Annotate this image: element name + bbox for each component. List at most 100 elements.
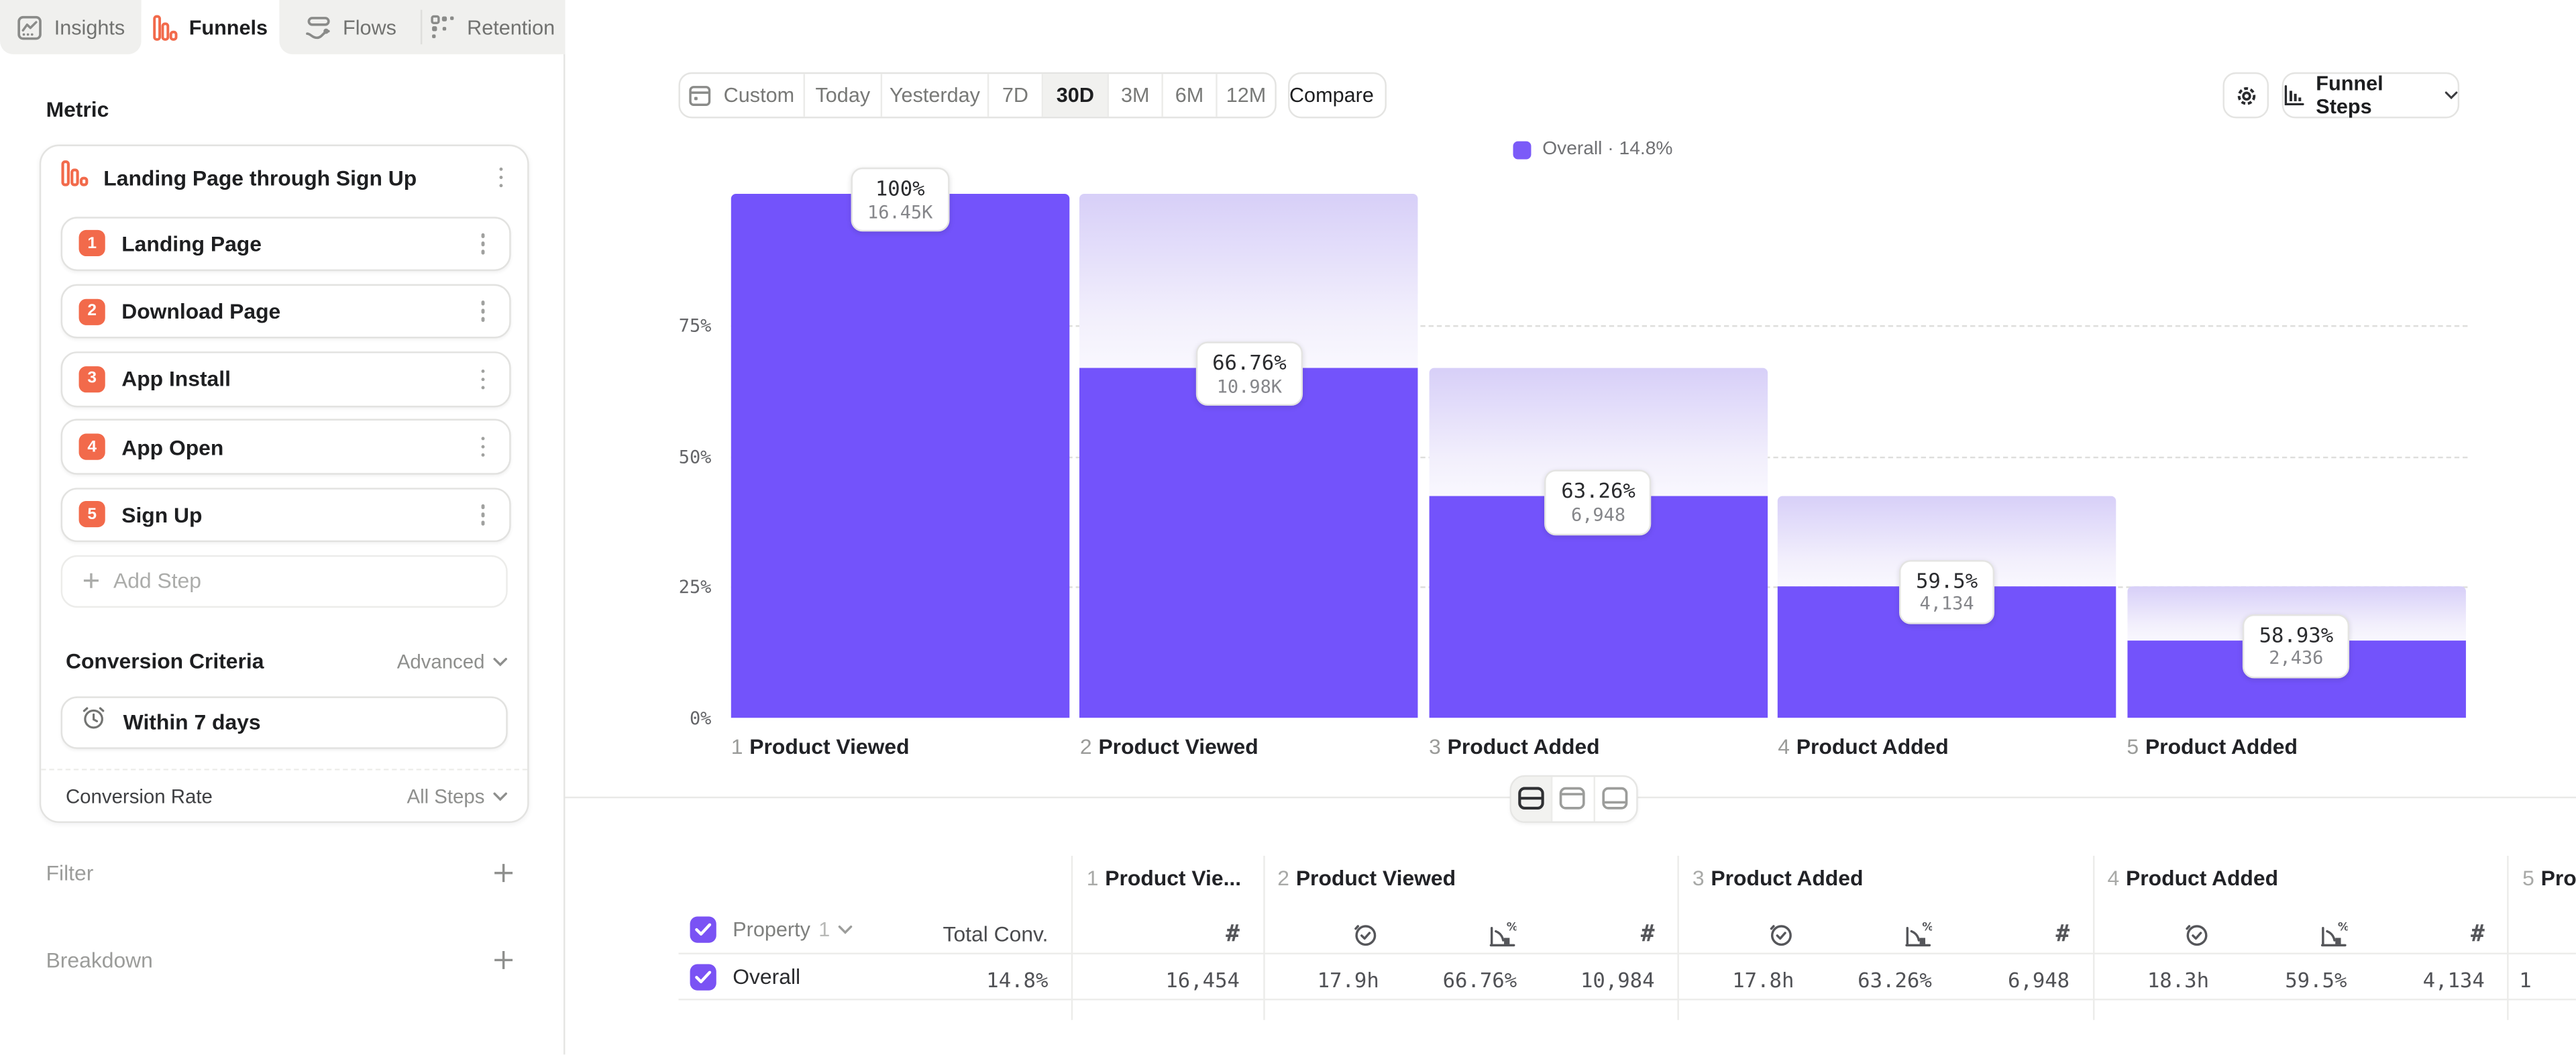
range-6m[interactable]: 6M (1163, 74, 1218, 117)
tab-flows[interactable]: Flows (279, 0, 421, 54)
tab-label: Flows (343, 15, 397, 39)
chart-only-view-toggle[interactable] (1553, 776, 1595, 821)
x-axis-label-step-3: 3 Product Added (1429, 734, 1600, 759)
column-step-name: Product Added (2126, 865, 2279, 890)
range-label: 12M (1226, 83, 1267, 107)
add-step-button[interactable]: Add Step (60, 555, 508, 607)
bar-count: 6,948 (1570, 504, 1626, 526)
step-index: 3 (1429, 734, 1441, 759)
metric-kebab-menu[interactable] (488, 164, 514, 190)
table-cell-value: 10,984 (1580, 967, 1655, 993)
total-conv-header: Total Conv. (943, 920, 1049, 946)
range-custom[interactable]: Custom (680, 74, 806, 117)
table-cell: 1 (2519, 967, 2532, 993)
legend-swatch (1513, 140, 1532, 159)
step-kebab-menu[interactable] (470, 502, 496, 528)
advanced-dropdown[interactable]: Advanced (397, 650, 508, 673)
range-12m[interactable]: 12M (1218, 74, 1275, 117)
time-to-convert-icon (1770, 924, 1792, 945)
retention-icon (431, 15, 454, 38)
chart-type-dropdown[interactable]: Funnel Steps (2282, 72, 2460, 119)
funnel-bar-step-2[interactable] (1079, 368, 1419, 718)
x-axis-label-step-4: 4 Product Added (1778, 734, 1949, 759)
add-filter-button[interactable] (493, 863, 515, 884)
tab-retention[interactable]: Retention (421, 0, 566, 54)
table-cell-value: 4,134 (2422, 967, 2485, 993)
conversion-window-selector[interactable]: Within 7 days (60, 696, 508, 748)
column-step-name: Product Added (1711, 865, 1864, 890)
step-kebab-menu[interactable] (470, 366, 496, 392)
funnel-bar-step-1[interactable] (731, 193, 1070, 718)
count-icon: # (1640, 920, 1655, 947)
step-label: App Install (121, 366, 231, 392)
tab-funnels[interactable]: Funnels (141, 0, 280, 54)
tab-insights[interactable]: Insights (0, 0, 142, 54)
metric-card-header[interactable]: Landing Page through Sign Up (61, 160, 515, 196)
row-checkbox[interactable] (690, 963, 716, 990)
metric-icon-cell: # (2370, 914, 2508, 954)
range-label: 3M (1120, 83, 1150, 107)
metric-icon-cell: # (1540, 914, 1677, 954)
chart-settings-button[interactable] (2222, 72, 2269, 119)
property-dropdown[interactable]: Property 1 (733, 918, 853, 940)
tab-label: Funnels (189, 15, 268, 39)
step-kebab-menu[interactable] (470, 434, 496, 460)
range-today[interactable]: Today (805, 74, 883, 117)
range-7d[interactable]: 7D (989, 74, 1044, 117)
table-cell-value: 17.9h (1317, 967, 1379, 993)
bar-conversion-pct: 63.26% (1561, 478, 1635, 504)
table-cell-value: 18.3h (2147, 967, 2210, 993)
step-number-badge: 2 (78, 298, 105, 325)
funnel-step-row-2[interactable]: 2 Download Page (60, 284, 511, 339)
bar-count: 2,436 (2269, 647, 2324, 669)
range-3m[interactable]: 3M (1109, 74, 1163, 117)
column-step-index: 2 (1277, 865, 1290, 890)
funnel-dropoff-step-2[interactable] (1079, 193, 1419, 368)
svg-text:%: % (2337, 920, 2347, 934)
property-label: Property (733, 917, 810, 941)
table-cell-value: 63.26% (1858, 967, 1932, 993)
date-range-segmented-control: Custom Today Yesterday 7D 30D 3M 6M 12M (678, 72, 1277, 119)
gear-icon (2237, 86, 2255, 105)
step-kebab-menu[interactable] (470, 231, 496, 257)
plus-icon (83, 573, 99, 589)
property-checkbox[interactable] (690, 915, 716, 942)
split-view-icon (1518, 787, 1545, 810)
conversion-rate-row: Conversion Rate All Steps (41, 769, 528, 821)
table-cell: 17.8h (1679, 960, 1817, 999)
alarm-clock-icon (80, 705, 107, 739)
conversion-rate-icon: % (2320, 920, 2347, 947)
step-number-badge: 3 (78, 366, 105, 392)
funnel-step-row-1[interactable]: 1 Landing Page (60, 216, 511, 272)
chart-legend[interactable]: Overall · 14.8% (718, 140, 2467, 160)
metric-icon-cell (1679, 914, 1817, 954)
range-yesterday[interactable]: Yesterday (882, 74, 989, 117)
column-step-index: 3 (1692, 865, 1705, 890)
advanced-label: Advanced (396, 649, 485, 673)
all-steps-dropdown[interactable]: All Steps (407, 784, 508, 808)
tab-label: Retention (467, 15, 555, 39)
table-cell: 6,948 (1955, 960, 2092, 999)
chevron-down-icon (839, 924, 853, 934)
range-30d[interactable]: 30D (1043, 74, 1110, 117)
column-step-name: Product Viewed (1295, 865, 1456, 890)
funnel-step-row-5[interactable]: 5 Sign Up (60, 487, 511, 543)
column-step-index: 4 (2107, 865, 2120, 890)
compare-button[interactable]: Compare (1288, 72, 1387, 119)
table-cell-value: 17.8h (1732, 967, 1794, 993)
funnel-step-row-4[interactable]: 4 App Open (60, 419, 511, 475)
add-breakdown-button[interactable] (493, 950, 515, 971)
column-step-index: 1 (1086, 865, 1099, 890)
bar-value-badge-step-2: 66.76% 10.98K (1195, 341, 1303, 406)
funnel-step-row-3[interactable]: 3 App Install (60, 351, 511, 407)
property-index: 1 (818, 917, 830, 941)
split-view-toggle[interactable] (1511, 776, 1554, 821)
table-only-view-toggle[interactable] (1595, 776, 1636, 820)
column-group-title: 4 Product Added (2108, 865, 2279, 889)
step-kebab-menu[interactable] (470, 298, 496, 325)
bar-count: 16.45K (867, 201, 933, 223)
